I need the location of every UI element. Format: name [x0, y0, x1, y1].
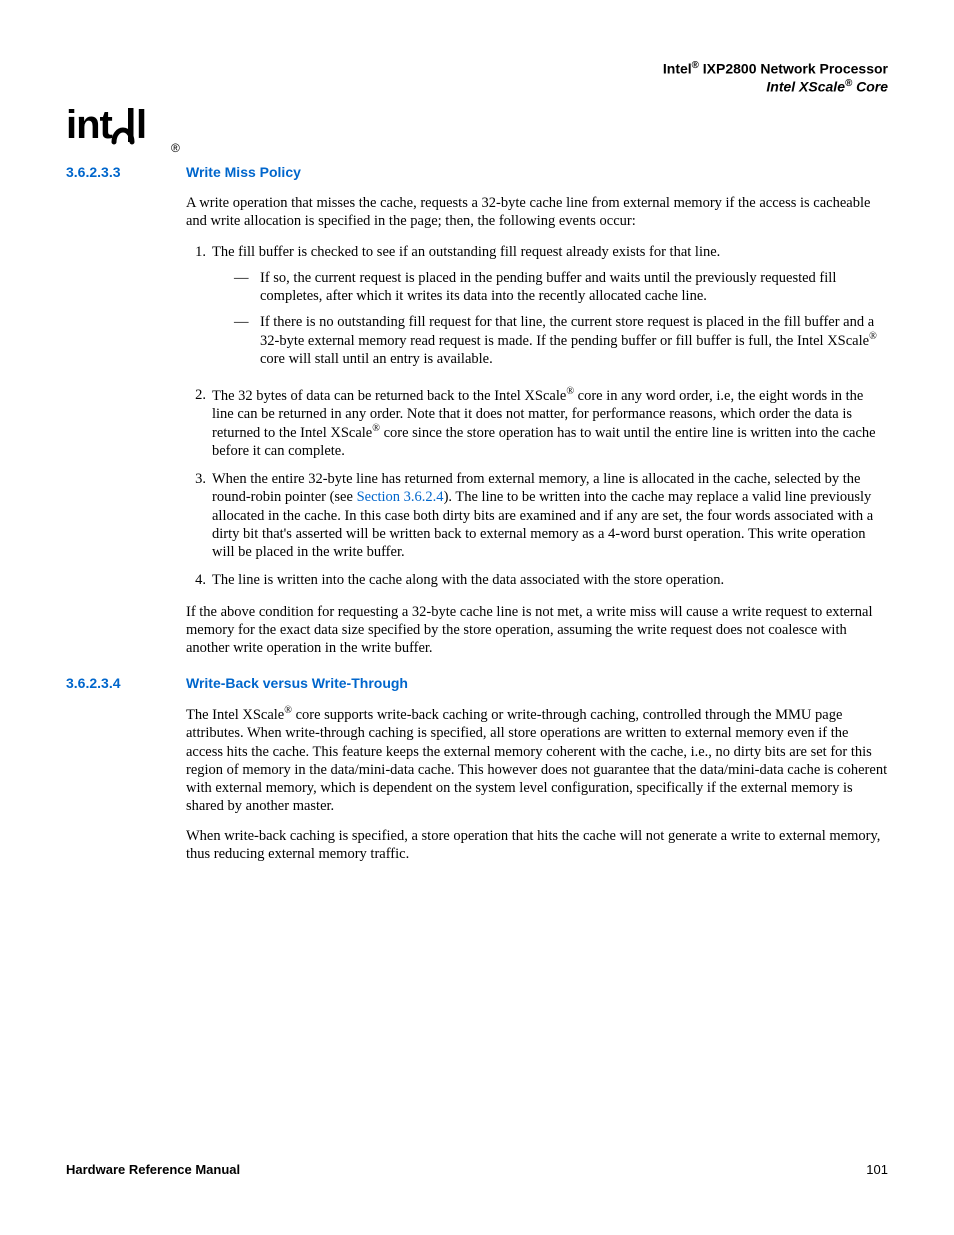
intel-logo-icon: int l [66, 104, 168, 148]
section-title: Write Miss Policy [186, 164, 301, 180]
logo-registered: ® [171, 141, 179, 155]
list-item: 4. The line is written into the cache al… [190, 571, 888, 589]
section-number: 3.6.2.3.3 [66, 164, 186, 180]
dash-text: If so, the current request is placed in … [260, 269, 888, 305]
header-brand: Intel [663, 61, 692, 77]
dash-mark: — [234, 313, 260, 368]
dash-item: — If so, the current request is placed i… [234, 269, 888, 305]
ordered-list: 1. The fill buffer is checked to see if … [190, 243, 888, 589]
header-line1: Intel® IXP2800 Network Processor [66, 60, 888, 78]
list-item: 2. The 32 bytes of data can be returned … [190, 386, 888, 460]
list-text: The fill buffer is checked to see if an … [212, 244, 720, 260]
page-header: Intel® IXP2800 Network Processor Intel X… [66, 60, 888, 96]
paragraph: When write-back caching is specified, a … [186, 827, 888, 863]
dash-list: — If so, the current request is placed i… [234, 269, 888, 368]
section-heading: 3.6.2.3.4 Write-Back versus Write-Throug… [66, 675, 888, 691]
registered-mark: ® [692, 60, 699, 71]
list-text: The line is written into the cache along… [212, 571, 888, 589]
list-number: 4. [190, 571, 212, 589]
svg-text:int: int [66, 104, 113, 147]
section-body: A write operation that misses the cache,… [186, 194, 888, 657]
section-heading: 3.6.2.3.3 Write Miss Policy [66, 164, 888, 180]
section-title: Write-Back versus Write-Through [186, 675, 408, 691]
list-item: 3. When the entire 32-byte line has retu… [190, 470, 888, 561]
header-subproduct-suffix: Core [852, 79, 888, 95]
header-product: IXP2800 Network Processor [699, 61, 888, 77]
section-number: 3.6.2.3.4 [66, 675, 186, 691]
dash-item: — If there is no outstanding fill reques… [234, 313, 888, 368]
dash-text: If there is no outstanding fill request … [260, 313, 888, 368]
list-item: 1. The fill buffer is checked to see if … [190, 243, 888, 377]
svg-text:l: l [136, 104, 146, 147]
paragraph: The Intel XScale® core supports write-ba… [186, 705, 888, 815]
list-text: The 32 bytes of data can be returned bac… [212, 386, 888, 460]
footer-title: Hardware Reference Manual [66, 1162, 240, 1177]
header-line2: Intel XScale® Core [66, 78, 888, 96]
intro-paragraph: A write operation that misses the cache,… [186, 194, 888, 230]
list-number: 3. [190, 470, 212, 561]
logo: int l ® [66, 104, 888, 158]
list-number: 2. [190, 386, 212, 460]
header-subproduct: Intel XScale [766, 79, 845, 95]
list-text: When the entire 32-byte line has returne… [212, 470, 888, 561]
page-number: 101 [866, 1162, 888, 1177]
list-number: 1. [190, 243, 212, 377]
page-footer: Hardware Reference Manual 101 [66, 1162, 888, 1177]
outro-paragraph: If the above condition for requesting a … [186, 603, 888, 657]
dash-mark: — [234, 269, 260, 305]
section-body: The Intel XScale® core supports write-ba… [186, 705, 888, 863]
cross-reference-link[interactable]: Section 3.6.2.4 [357, 489, 444, 505]
